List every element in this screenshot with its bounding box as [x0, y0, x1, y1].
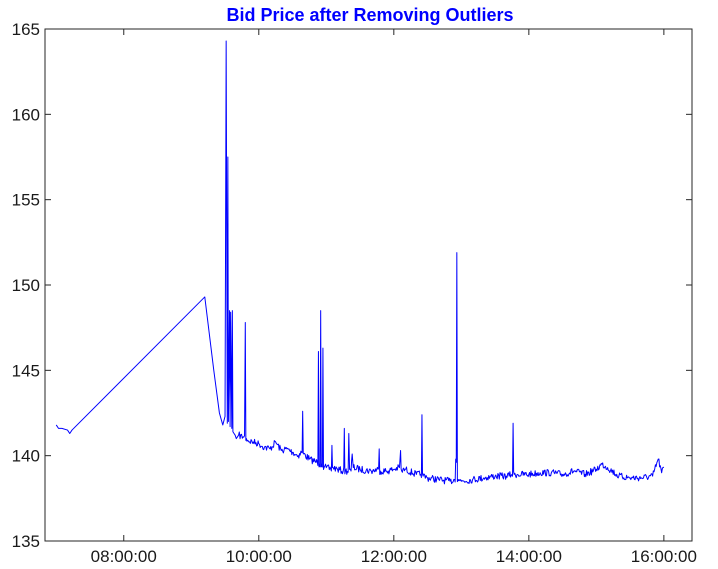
y-tick-label: 145: [12, 361, 40, 380]
x-tick-label: 16:00:00: [631, 547, 697, 566]
chart-title: Bid Price after Removing Outliers: [226, 5, 513, 25]
bid-price-series-line: [55, 40, 665, 485]
x-tick-labels: 08:00:00 10:00:00 12:00:00 14:00:00 16:00:00: [91, 547, 697, 566]
y-tick-label: 160: [12, 105, 40, 124]
y-tick-label: 135: [12, 532, 40, 551]
axis-ticks: [45, 28, 692, 542]
x-tick-label: 08:00:00: [91, 547, 157, 566]
y-tick-labels: 135 140 145 150 155 160 165: [12, 20, 40, 551]
x-tick-label: 10:00:00: [226, 547, 292, 566]
y-tick-label: 155: [12, 191, 40, 210]
y-tick-label: 140: [12, 447, 40, 466]
x-tick-label: 14:00:00: [496, 547, 562, 566]
y-tick-label: 150: [12, 276, 40, 295]
y-tick-label: 165: [12, 20, 40, 39]
x-tick-label: 12:00:00: [361, 547, 427, 566]
plot-area: [44, 28, 693, 542]
